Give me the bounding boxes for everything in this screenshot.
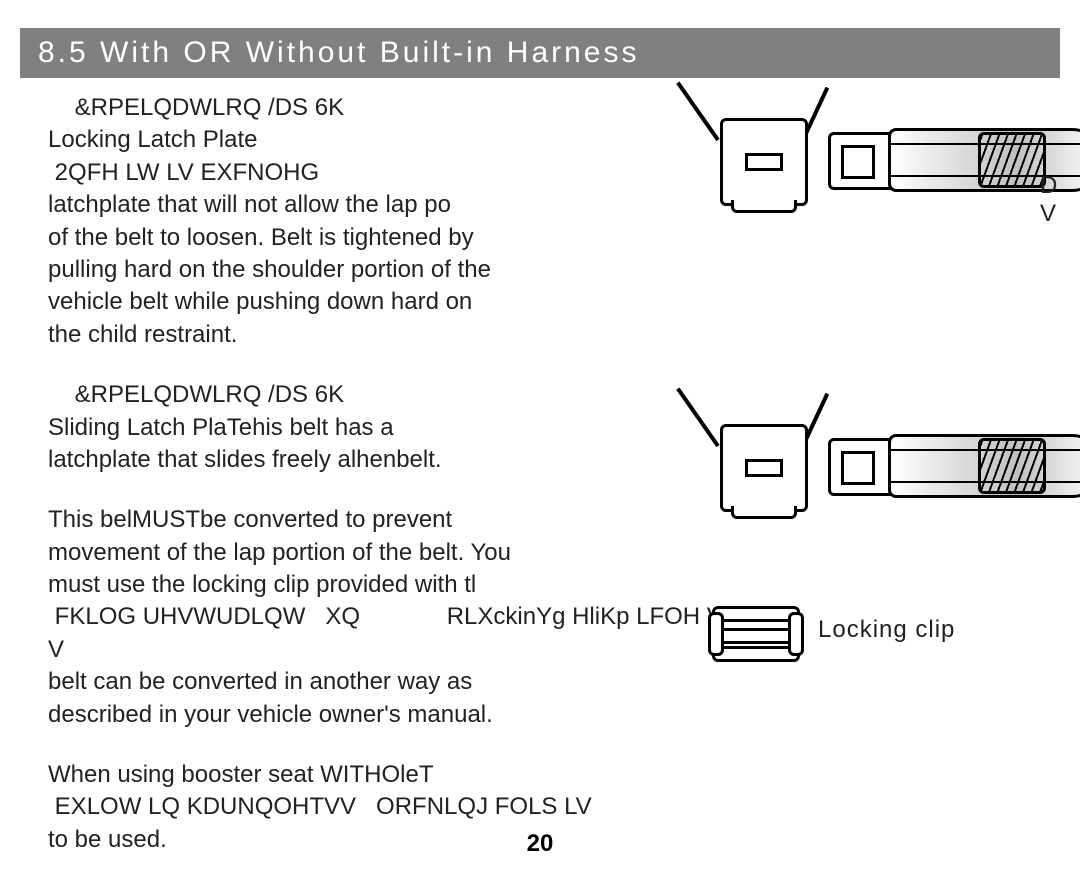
buckle-icon xyxy=(720,424,808,512)
buckle-icon xyxy=(720,118,808,206)
paragraph-1: &RPELQDWLRQ /DS 6K Locking Latch Plate 2… xyxy=(48,92,728,351)
paragraph-3: This belMUSTbe converted to prevent move… xyxy=(48,504,728,731)
locking-clip-icon xyxy=(712,606,800,662)
label-dv: D V xyxy=(1040,172,1058,228)
section-header-text: 8.5 With OR Without Built-in Harness xyxy=(38,36,640,70)
page-number: 20 xyxy=(0,830,1080,858)
locking-clip-label: Locking clip xyxy=(818,616,955,644)
body-text: &RPELQDWLRQ /DS 6K Locking Latch Plate 2… xyxy=(48,92,728,874)
section-header: 8.5 With OR Without Built-in Harness xyxy=(20,28,1060,78)
paragraph-2: &RPELQDWLRQ /DS 6K Sliding Latch PlaTehi… xyxy=(48,379,728,476)
